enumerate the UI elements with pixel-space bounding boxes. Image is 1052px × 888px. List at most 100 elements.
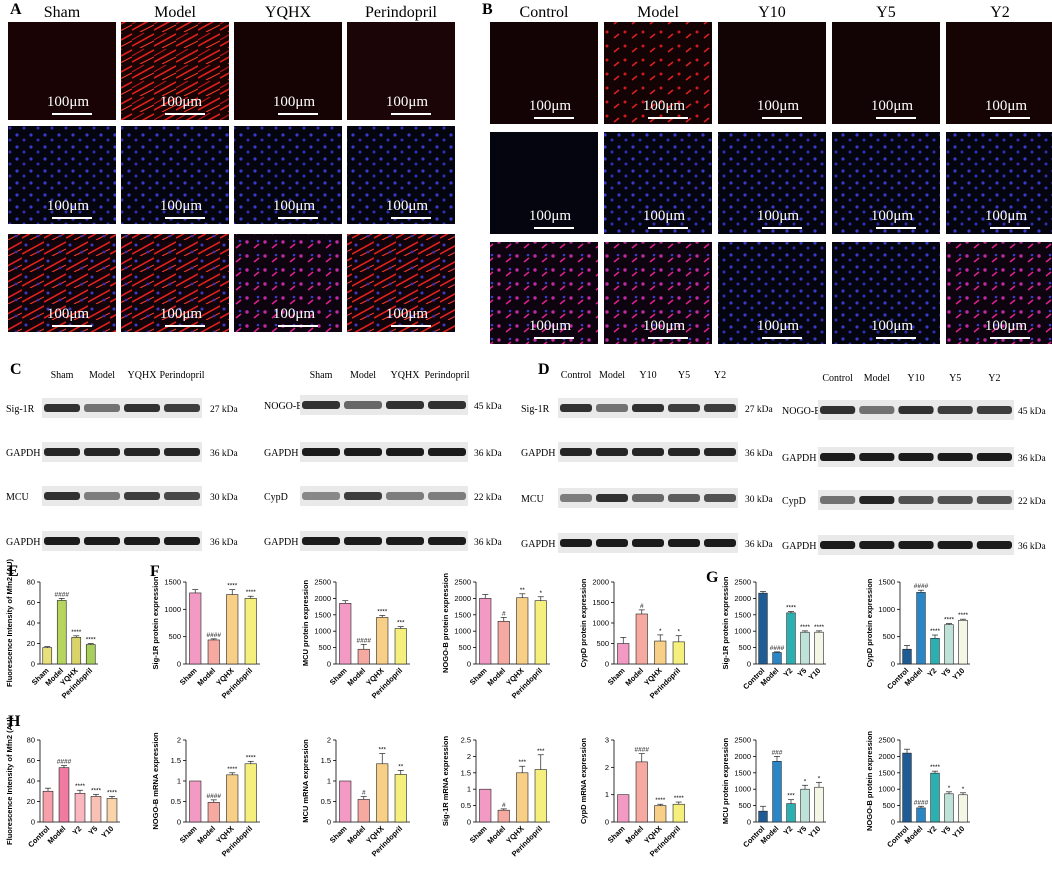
- panel-label-c: C: [10, 361, 22, 378]
- bar: [516, 772, 529, 823]
- blot-band: [704, 539, 736, 547]
- y-tick-label: 2000: [454, 594, 471, 603]
- blot-band: [164, 404, 200, 412]
- significance-label: ****: [246, 754, 257, 761]
- scale-bar-label: 100μm: [757, 318, 800, 334]
- scale-bar-label: 100μm: [529, 208, 572, 224]
- blot-group-label: Perindopril: [160, 370, 205, 381]
- panel-label-f: F: [150, 563, 160, 580]
- micrograph-tile: [832, 132, 940, 234]
- bar: [497, 621, 510, 665]
- significance-label: ***: [378, 747, 386, 754]
- blot-row-label: GAPDH: [782, 453, 816, 464]
- blot-row-label: Sig-1R: [521, 404, 550, 415]
- blot-group-label: Y5: [678, 370, 690, 381]
- bar: [479, 788, 492, 823]
- significance-label: ****: [377, 608, 388, 615]
- blot-band: [937, 406, 973, 414]
- x-tick-label: Model: [46, 824, 68, 846]
- blot-band: [704, 494, 736, 502]
- y-tick-label: 0: [177, 818, 181, 827]
- blot-row-label: GAPDH: [264, 537, 298, 548]
- bar: [654, 640, 667, 665]
- column-header-panel_b: Model: [637, 4, 679, 21]
- blot-band: [596, 494, 628, 502]
- blot-row-label: CypD: [782, 496, 806, 507]
- blot-group-label: Perindopril: [425, 370, 470, 381]
- y-tick-label: 1000: [314, 627, 331, 636]
- y-tick-label: 2000: [314, 594, 331, 603]
- panel-label-d: D: [538, 361, 550, 378]
- blot-band: [632, 494, 664, 502]
- blot-band: [820, 541, 856, 549]
- y-tick-label: 3: [605, 736, 609, 745]
- significance-label: ****: [75, 783, 86, 790]
- blot-band: [84, 404, 120, 412]
- micrograph-tile: [8, 22, 116, 120]
- bar: [930, 638, 940, 665]
- micrograph-tile: [347, 234, 455, 332]
- blot-group-label: Control: [822, 373, 853, 384]
- blot-band: [164, 537, 200, 545]
- y-axis-label: MCU protein expression: [301, 579, 310, 666]
- y-tick-label: 500: [168, 632, 181, 641]
- y-tick-label: 1000: [878, 605, 895, 614]
- bar: [944, 793, 954, 823]
- x-tick-label: Y10: [951, 824, 967, 840]
- y-tick-label: 1.5: [461, 768, 471, 777]
- y-axis-label: NOGO-B mRNA expression: [151, 732, 160, 830]
- x-tick-label: Model: [195, 666, 217, 688]
- y-tick-label: 1500: [164, 578, 181, 587]
- micrograph-tile: [234, 126, 342, 224]
- significance-label: ****: [71, 629, 82, 636]
- bar: [226, 774, 239, 823]
- bar: [672, 803, 685, 823]
- blot-band: [560, 404, 592, 412]
- x-tick-label: Y5: [87, 824, 100, 837]
- bar: [800, 631, 810, 665]
- y-tick-label: 1500: [734, 768, 751, 777]
- blot-membrane: [300, 531, 468, 551]
- significance-label: ####: [635, 747, 650, 754]
- significance-label: *: [804, 778, 807, 785]
- bar: [516, 597, 529, 665]
- y-tick-label: 500: [738, 643, 751, 652]
- blot-band: [44, 448, 80, 456]
- scale-bar-label: 100μm: [643, 98, 686, 114]
- significance-label: ****: [91, 787, 102, 794]
- blot-membrane: [42, 442, 202, 462]
- y-tick-label: 1: [467, 785, 471, 794]
- x-tick-label: Y10: [807, 824, 823, 840]
- blot-kda-label: 27 kDa: [745, 405, 773, 415]
- bar: [916, 592, 926, 665]
- bar: [534, 769, 547, 823]
- chart-f3: 0 0.5 1 1.5 2 2.5 Sig-1R mRNA expression Sham # M…: [441, 736, 550, 858]
- column-header-panel_a: YQHX: [265, 4, 312, 21]
- blot-band: [976, 541, 1012, 549]
- blot-band: [820, 406, 856, 414]
- micrograph-tile: [604, 132, 712, 234]
- x-tick-label: Model: [345, 666, 367, 688]
- bar: [376, 617, 389, 665]
- y-tick-label: 0: [31, 818, 35, 827]
- blot-group-label: Y2: [988, 373, 1000, 384]
- blot-group-label: Sham: [51, 370, 74, 381]
- blot-band: [668, 494, 700, 502]
- significance-label: ****: [930, 764, 941, 771]
- panel-label-b: B: [482, 1, 493, 18]
- y-tick-label: 2000: [734, 752, 751, 761]
- bar: [916, 807, 926, 823]
- y-axis-label: MCU mRNA expression: [301, 739, 310, 823]
- y-axis-label: Fluorescence Intensity of Mfn2 (AU): [5, 559, 14, 687]
- y-tick-label: 1500: [878, 768, 895, 777]
- bar: [56, 600, 67, 665]
- panel-label-g: G: [706, 569, 719, 586]
- x-tick-label: Y10: [100, 824, 116, 840]
- x-tick-label: Model: [623, 824, 645, 846]
- micrograph-tile: [718, 242, 826, 344]
- scale-bar-label: 100μm: [273, 198, 316, 214]
- panel-label-h: H: [8, 713, 21, 730]
- y-axis-label: Sig-1R mRNA expression: [441, 736, 450, 827]
- x-tick-label: Y2: [71, 824, 84, 837]
- blot-band: [386, 537, 424, 545]
